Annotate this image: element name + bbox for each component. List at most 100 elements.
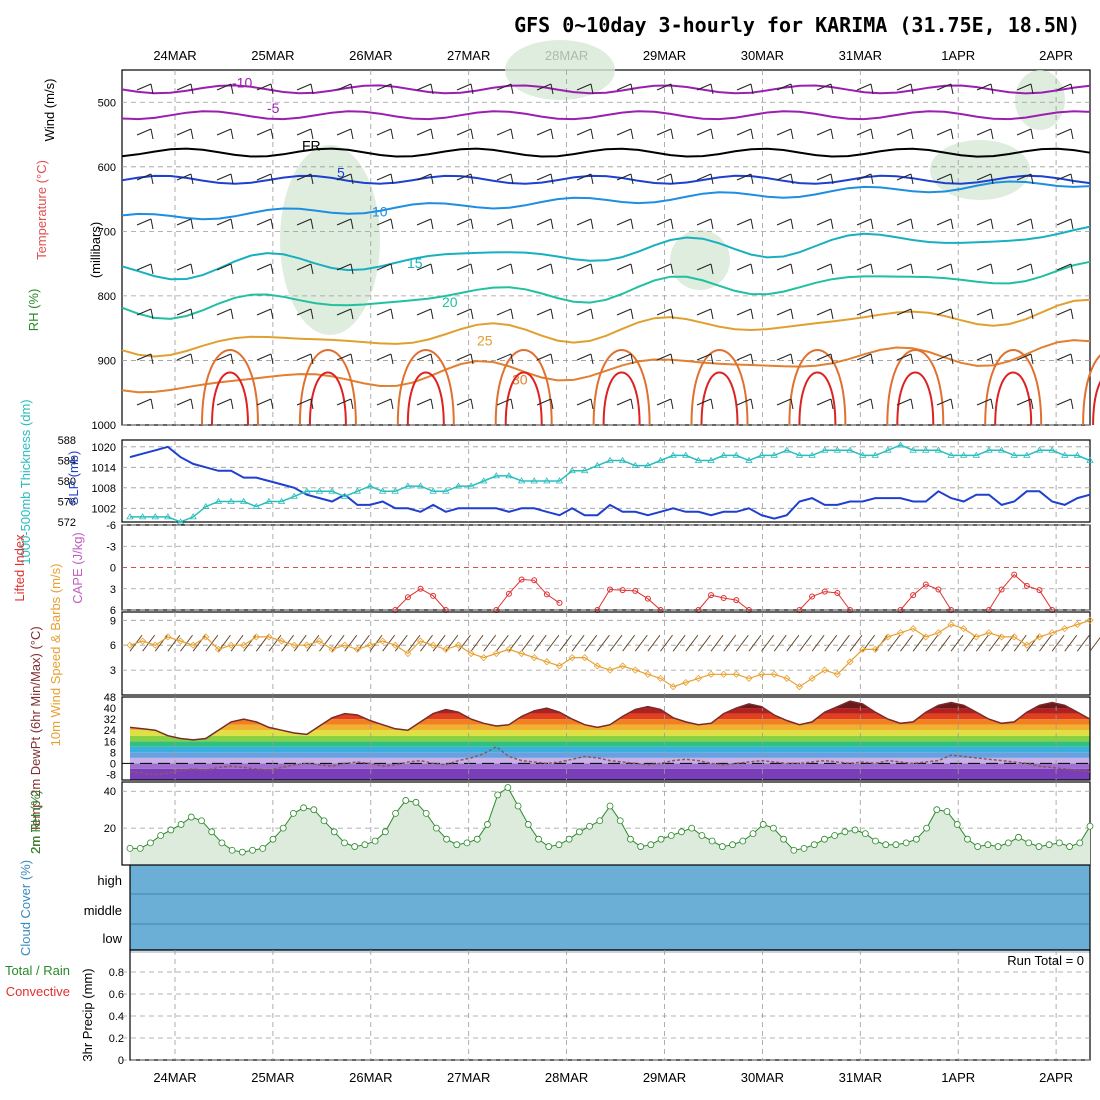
wind-barb [1070, 263, 1074, 275]
wind-barb [268, 634, 282, 652]
wind-barb [390, 353, 394, 365]
wind-speed-point [795, 683, 804, 691]
wind-barb [510, 263, 514, 275]
wind-barb [963, 634, 977, 652]
li-point [922, 581, 929, 588]
date-tick-label: 24MAR [153, 48, 196, 63]
wind-barb [790, 218, 794, 230]
wind-barb [590, 353, 594, 365]
wind-barb [590, 263, 594, 275]
rh-point [780, 835, 788, 843]
wind-speed-point [404, 649, 412, 658]
wind-speed-point [454, 641, 462, 649]
thickness-tick-label: 588 [58, 435, 76, 447]
thickness-point [1048, 446, 1056, 453]
wind-barb [896, 218, 912, 226]
slp-thickness-panel: 572 576 580 584 588 1002 1008 1014 1020 1000-500m… [18, 399, 1094, 565]
wind-barb [630, 83, 634, 95]
li-line [495, 578, 560, 611]
wind-speed-point [416, 637, 425, 645]
wind-barb [407, 634, 421, 652]
wind-speed-point [379, 637, 387, 645]
rh-point [157, 832, 165, 839]
temp-tick-label: 48 [104, 692, 116, 704]
wind-barb [856, 263, 872, 271]
wind-barb [136, 128, 152, 136]
thickness-point [341, 492, 349, 499]
wind-barb [976, 398, 992, 406]
wind-barb [190, 83, 194, 95]
wind-barb [270, 308, 274, 320]
wind-barb [192, 634, 206, 652]
wind-barb [830, 398, 834, 410]
wind-barb [710, 173, 714, 185]
temp-tick-label: 0 [110, 758, 116, 770]
wind-barb [350, 173, 354, 185]
wind-barb [630, 173, 634, 185]
rh-point [729, 841, 736, 849]
wind-barb [536, 398, 552, 406]
precip-tick-label: 0.2 [109, 1033, 124, 1045]
wind-barb [672, 634, 686, 652]
wind-speed-point [278, 637, 286, 645]
wind-barb [990, 398, 994, 410]
precip-tick-label: 0.4 [109, 1011, 124, 1023]
thickness-point [1035, 446, 1044, 453]
slp-axis-label: SLP (mb) [66, 451, 81, 506]
wind-barb [696, 218, 712, 226]
wind-barb [1030, 128, 1034, 140]
wind-barb [394, 634, 408, 652]
wind-barb [536, 173, 552, 181]
wind-barb [296, 218, 312, 226]
wind-barb [190, 218, 194, 230]
precip-axis-label: 3hr Precip (mm) [80, 968, 95, 1061]
wind-barb [270, 128, 274, 140]
wind-barb [1030, 218, 1034, 230]
wind-barb [656, 353, 672, 361]
thickness-point [517, 477, 526, 484]
wind-barb [376, 173, 392, 181]
wind-barb [430, 263, 434, 275]
date-tick-label: 31MAR [839, 1070, 882, 1085]
wind-barb [912, 634, 926, 652]
rh-point [1035, 843, 1043, 850]
wind-barb [350, 128, 354, 140]
wind-barb [470, 353, 474, 365]
temp-contour-cell [201, 349, 259, 426]
isotherm-label: 25 [477, 333, 493, 349]
wind-barb [216, 398, 232, 406]
isotherm-label: -5 [267, 100, 280, 116]
cloud-layer-label: high [97, 873, 122, 888]
li-tick-label: 6 [110, 605, 116, 617]
wind-barb [216, 128, 232, 136]
wind-barb [910, 398, 914, 410]
wind-barb [243, 634, 257, 652]
wind-speed-point [669, 683, 677, 691]
wind-barb [536, 263, 552, 271]
wind-barb [910, 353, 914, 365]
rh-point [290, 809, 297, 817]
rh-point [453, 841, 461, 849]
wind-barb [256, 398, 272, 406]
rh-point [708, 837, 716, 845]
wind-barb [550, 263, 554, 275]
temp-band [130, 741, 1090, 747]
wind-barb [571, 634, 585, 652]
wind-barb [296, 83, 312, 91]
wind-barb [416, 398, 432, 406]
isotherm-line [121, 260, 1091, 320]
wind-barb [270, 398, 274, 410]
wind-barb [736, 173, 752, 181]
wind-barb [470, 263, 474, 275]
rh-point [749, 830, 757, 838]
slp-tick-label: 1008 [92, 483, 116, 495]
wind-barb [950, 128, 954, 140]
wind-barb [576, 128, 592, 136]
thickness-tick-label: 580 [58, 476, 76, 488]
wind-barb [950, 308, 954, 320]
rh-point [218, 839, 226, 847]
thickness-point [669, 451, 677, 458]
side-label: Wind (m/s) [42, 79, 57, 142]
rh-point [1004, 839, 1012, 847]
temp-band [130, 735, 1090, 742]
